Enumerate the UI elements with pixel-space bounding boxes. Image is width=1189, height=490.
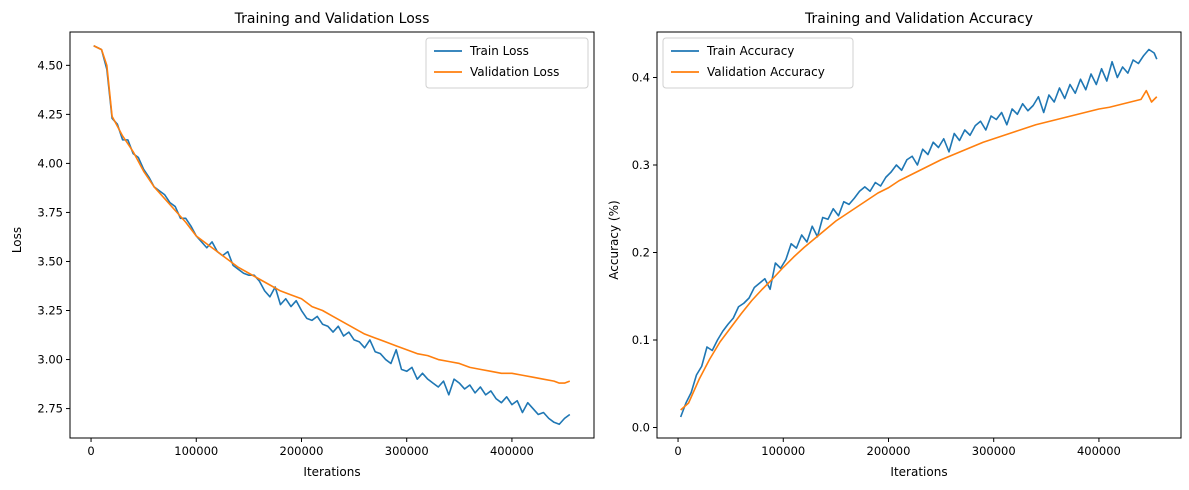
accuracy-y-tick-label: 0.2 (632, 246, 650, 260)
accuracy-axes-frame (656, 31, 1182, 439)
accuracy-y-tick-label: 0.4 (632, 71, 650, 85)
loss-x-tick-label: 200000 (280, 444, 324, 458)
loss-y-tick-label: 4.00 (37, 156, 63, 170)
loss-plot-area (93, 45, 571, 426)
loss-axes-frame (69, 31, 595, 439)
loss-y-tick-label: 4.25 (37, 107, 63, 121)
accuracy-y-axis-label: Accuracy (%) (607, 200, 621, 279)
loss-y-axis-label: Loss (10, 227, 24, 253)
loss-y-tick-label: 3.50 (37, 254, 63, 268)
loss-legend-box (425, 37, 589, 89)
accuracy-x-tick-label: 300000 (972, 444, 1016, 458)
accuracy-x-tick-label: 100000 (761, 444, 805, 458)
loss-x-tick-label: 0 (87, 444, 94, 458)
loss-series-line-1 (93, 45, 571, 384)
loss-y-tick-label: 3.25 (37, 304, 63, 318)
accuracy-chart: Training and Validation Accuracy Iterati… (607, 11, 1182, 479)
accuracy-series-line-0 (679, 48, 1158, 418)
accuracy-legend: Train Accuracy Validation Accuracy (662, 37, 854, 89)
loss-x-tick-label: 400000 (490, 444, 534, 458)
loss-chart: Training and Validation Loss Iterations … (10, 11, 595, 479)
accuracy-legend-label-0: Train Accuracy (706, 44, 794, 58)
loss-y-tick-label: 4.50 (37, 58, 63, 72)
loss-x-tick-label: 300000 (385, 444, 429, 458)
accuracy-x-axis-label: Iterations (890, 465, 947, 479)
accuracy-x-tick-label: 200000 (867, 444, 911, 458)
accuracy-legend-label-1: Validation Accuracy (707, 65, 825, 79)
loss-y-tick-label: 3.75 (37, 205, 63, 219)
loss-y-tick-label: 3.00 (37, 353, 63, 367)
loss-chart-title: Training and Validation Loss (234, 11, 430, 27)
accuracy-x-tick-label: 0 (674, 444, 681, 458)
accuracy-series-line-1 (680, 89, 1158, 411)
loss-series-line-0 (93, 45, 571, 426)
loss-x-tick-label: 100000 (174, 444, 218, 458)
accuracy-y-tick-label: 0.1 (632, 333, 650, 347)
accuracy-y-tick-label: 0.3 (632, 158, 650, 172)
loss-legend-label-0: Train Loss (469, 44, 529, 58)
accuracy-chart-title: Training and Validation Accuracy (804, 11, 1033, 27)
loss-legend: Train Loss Validation Loss (425, 37, 589, 89)
accuracy-legend-box (662, 37, 854, 89)
loss-ticks: 0 100000 200000 300000 400000 2.75 3.00 3.25 3.5… (37, 58, 533, 458)
accuracy-ticks: 0 100000 200000 300000 400000 0.0 0.1 0.2 0.3 0.4 (632, 71, 1121, 459)
loss-y-tick-label: 2.75 (37, 402, 63, 416)
loss-x-axis-label: Iterations (303, 465, 360, 479)
accuracy-x-tick-label: 400000 (1077, 444, 1121, 458)
loss-legend-label-1: Validation Loss (470, 65, 559, 79)
accuracy-plot-area (679, 48, 1158, 418)
accuracy-y-tick-label: 0.0 (632, 421, 650, 435)
